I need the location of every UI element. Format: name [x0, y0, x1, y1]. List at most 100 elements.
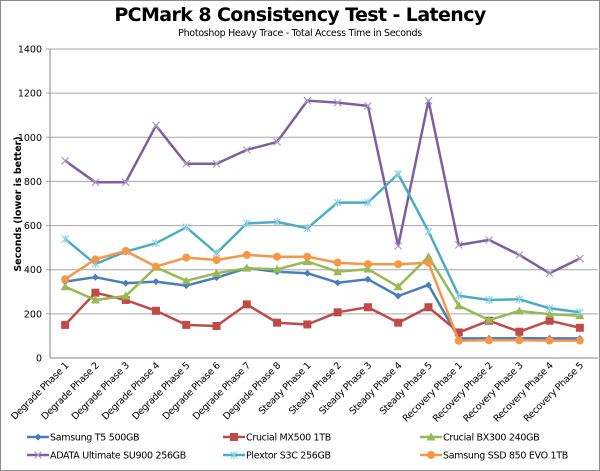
data-point: [363, 198, 372, 207]
data-point: [182, 159, 191, 168]
series-crucial-bx300-240gb: [60, 252, 585, 324]
data-point: [424, 303, 433, 312]
series-line: [64, 291, 581, 334]
data-point: [151, 306, 160, 315]
data-point: [424, 281, 432, 289]
data-point: [303, 96, 312, 105]
data-point: [394, 318, 403, 327]
data-point: [485, 336, 494, 345]
series-plextor-s3c-256gb: [61, 169, 584, 317]
data-point: [61, 235, 70, 244]
legend-item: Crucial MX500 1TB: [223, 433, 331, 444]
data-point: [91, 288, 100, 297]
data-point: [61, 320, 70, 329]
data-point: [363, 260, 372, 269]
data-point: [424, 227, 433, 236]
series-line: [64, 172, 581, 314]
legend-marker: [230, 433, 238, 441]
data-point: [303, 224, 312, 233]
series-samsung-t5-500gb: [61, 264, 584, 342]
chart-subtitle: Photoshop Heavy Trace - Total Access Tim…: [178, 28, 422, 39]
legend-item: Samsung T5 500GB: [27, 433, 140, 444]
data-point: [515, 327, 524, 336]
series-line: [64, 99, 581, 275]
data-point: [394, 292, 402, 300]
data-point: [91, 255, 100, 264]
axes: [49, 49, 598, 359]
y-tick-label: 1000: [18, 133, 42, 144]
data-point: [121, 295, 130, 304]
data-point: [90, 295, 100, 304]
series-group: [60, 96, 585, 345]
data-point: [394, 260, 403, 269]
data-point: [575, 323, 584, 332]
data-point: [454, 336, 463, 345]
data-point: [454, 328, 463, 337]
y-tick-label: 1200: [18, 89, 42, 100]
data-point: [545, 269, 554, 278]
data-point: [91, 273, 99, 281]
data-point: [151, 262, 160, 271]
data-point: [393, 282, 403, 291]
data-point: [121, 246, 130, 255]
legend-label: Samsung SSD 850 EVO 1TB: [443, 451, 568, 462]
data-point: [575, 308, 584, 317]
data-point: [545, 316, 554, 325]
series-line: [64, 249, 580, 343]
y-tick-label: 0: [36, 354, 42, 365]
x-tick-label: Steady Phase 3: [317, 360, 374, 417]
data-point: [273, 218, 282, 227]
data-point: [152, 278, 160, 286]
data-point: [242, 300, 251, 309]
data-point: [333, 98, 342, 107]
data-point: [273, 318, 282, 327]
data-point: [121, 291, 131, 300]
legend-marker: [427, 451, 435, 459]
data-point: [333, 258, 342, 267]
legend-label: Crucial BX300 240GB: [443, 433, 539, 444]
data-point: [303, 320, 312, 329]
chart-title: PCMark 8 Consistency Test - Latency: [114, 4, 486, 26]
data-point: [122, 279, 130, 287]
data-point: [242, 250, 251, 259]
data-point: [121, 178, 130, 187]
data-point: [61, 156, 70, 165]
data-point: [182, 223, 191, 232]
data-point: [60, 282, 70, 291]
data-point: [515, 336, 524, 345]
series-samsung-ssd-850-evo-1tb: [61, 246, 584, 345]
y-tick-label: 400: [24, 265, 42, 276]
data-point: [515, 295, 524, 304]
legend-item: Samsung SSD 850 EVO 1TB: [420, 451, 568, 462]
legend-label: Plextor S3C 256GB: [246, 451, 331, 462]
y-tick-label: 200: [24, 309, 42, 320]
data-point: [515, 251, 524, 259]
data-point: [423, 252, 433, 261]
data-point: [545, 309, 555, 318]
data-point: [545, 304, 554, 313]
legend-label: Crucial MX500 1TB: [246, 433, 331, 444]
legend-label: ADATA Ultimate SU900 256GB: [50, 451, 186, 462]
data-point: [363, 303, 372, 312]
data-point: [333, 198, 342, 207]
series-crucial-mx500-1tb: [61, 288, 584, 337]
data-point: [212, 321, 221, 330]
data-point: [424, 96, 433, 105]
data-point: [333, 267, 343, 276]
data-point: [303, 252, 312, 261]
data-point: [182, 253, 191, 262]
data-point: [514, 306, 524, 315]
data-point: [485, 235, 493, 244]
data-point: [212, 249, 221, 258]
data-point: [242, 219, 251, 228]
data-point: [575, 336, 584, 345]
x-tick-label: Steady Phase 5: [378, 360, 435, 417]
data-point: [273, 137, 282, 146]
legend-item: Crucial BX300 240GB: [420, 432, 540, 444]
data-point: [212, 268, 222, 277]
y-tick-label: 1400: [18, 45, 42, 56]
data-point: [575, 254, 584, 263]
data-point: [454, 301, 464, 310]
